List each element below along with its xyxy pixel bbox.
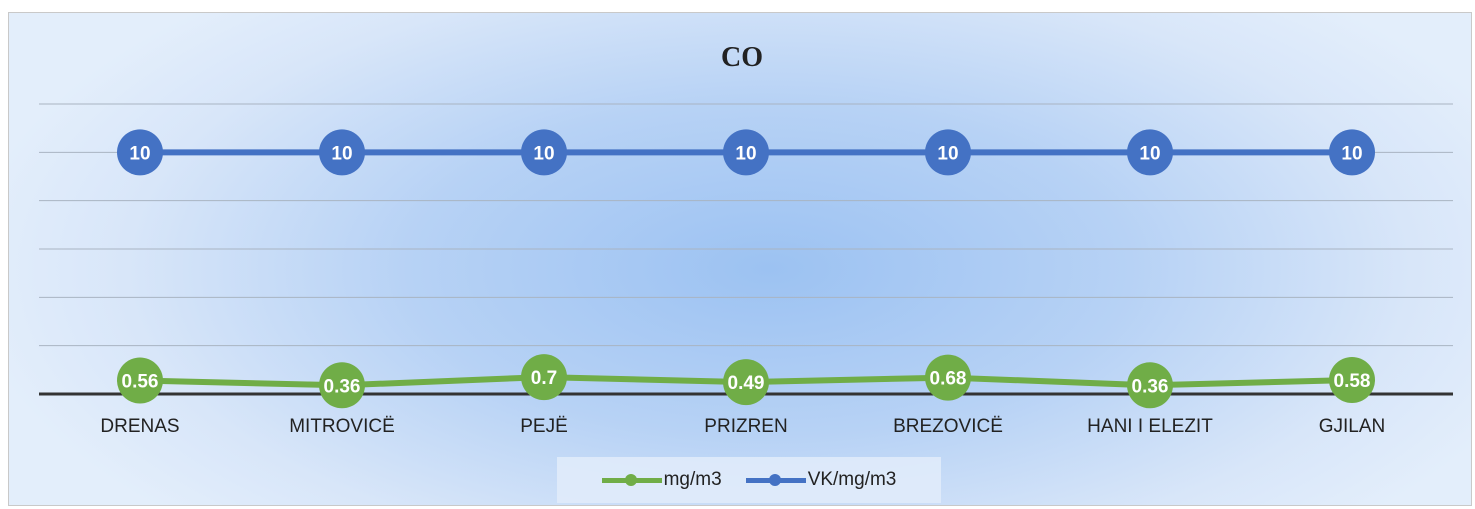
legend-item-mg: mg/m3 bbox=[601, 469, 722, 491]
legend-swatch-vk bbox=[745, 474, 806, 486]
x-tick-label: GJILAN bbox=[1319, 416, 1386, 437]
x-tick-label: BREZOVICË bbox=[893, 416, 1003, 437]
data-label: 0.58 bbox=[1334, 371, 1371, 392]
legend-label-vk: VK/mg/m3 bbox=[807, 469, 897, 490]
data-label: 10 bbox=[1341, 143, 1362, 164]
data-point bbox=[925, 354, 971, 401]
chart-title: CO bbox=[721, 42, 763, 73]
data-point bbox=[723, 129, 769, 176]
legend-swatch-mg bbox=[601, 474, 662, 486]
data-point bbox=[1127, 362, 1173, 409]
chart-area: CO 0.56 0.36 0.7 0.49 0.68 0.36 0.58 10 10 10 10 10… bbox=[8, 12, 1472, 506]
data-label: 10 bbox=[533, 143, 554, 164]
data-label: 0.36 bbox=[324, 376, 361, 397]
series-group: 0.56 0.36 0.7 0.49 0.68 0.36 0.58 10 10 10 10 10 10 1… bbox=[117, 129, 1375, 409]
data-point bbox=[1329, 129, 1375, 176]
data-label: 10 bbox=[937, 143, 958, 164]
x-tick-label: DRENAS bbox=[100, 416, 179, 437]
data-point bbox=[521, 354, 567, 401]
legend-label-mg: mg/m3 bbox=[663, 469, 722, 490]
x-tick-label: PEJË bbox=[520, 416, 568, 437]
data-point bbox=[117, 129, 163, 176]
legend-item-vk: VK/mg/m3 bbox=[745, 469, 897, 491]
data-point bbox=[723, 359, 769, 406]
data-point bbox=[925, 129, 971, 176]
data-label: 0.56 bbox=[122, 371, 159, 392]
data-point bbox=[521, 129, 567, 176]
data-label: 10 bbox=[1139, 143, 1160, 164]
data-label: 10 bbox=[735, 143, 756, 164]
data-label: 0.36 bbox=[1132, 376, 1169, 397]
x-tick-label: PRIZREN bbox=[704, 416, 787, 437]
data-label: 0.49 bbox=[728, 373, 765, 394]
x-tick-label: MITROVICË bbox=[289, 416, 395, 437]
data-label: 10 bbox=[129, 143, 150, 164]
data-point bbox=[1127, 129, 1173, 176]
x-tick-label: HANI I ELEZIT bbox=[1087, 416, 1213, 437]
data-label: 10 bbox=[331, 143, 352, 164]
x-axis-labels: DRENAS MITROVICË PEJË PRIZREN BREZOVICË HANI … bbox=[100, 416, 1385, 437]
line-chart: CO 0.56 0.36 0.7 0.49 0.68 0.36 0.58 10 10 10 10 10… bbox=[39, 42, 1453, 437]
data-point bbox=[319, 362, 365, 409]
data-point bbox=[319, 129, 365, 176]
data-label: 0.68 bbox=[930, 369, 967, 390]
data-label: 0.7 bbox=[531, 368, 557, 389]
legend: mg/m3 VK/mg/m3 bbox=[557, 457, 941, 503]
data-point bbox=[117, 357, 163, 404]
data-point bbox=[1329, 356, 1375, 403]
